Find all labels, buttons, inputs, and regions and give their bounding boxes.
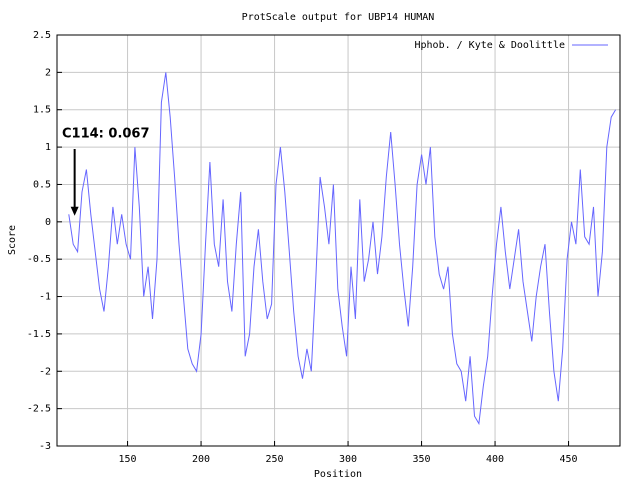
annotation-arrowhead: [70, 206, 79, 216]
y-tick-label: -3: [39, 441, 51, 452]
y-tick-label: -0.5: [27, 254, 51, 265]
y-tick-label: 0: [45, 217, 51, 228]
x-tick-label: 150: [119, 454, 137, 465]
y-tick-label: 0.5: [33, 179, 51, 190]
x-tick-label: 200: [192, 454, 210, 465]
x-tick-label: 300: [339, 454, 357, 465]
x-tick-label: 450: [560, 454, 578, 465]
y-tick-label: 2.5: [33, 30, 51, 41]
line-series: [68, 72, 617, 426]
y-tick-label: 1.5: [33, 105, 51, 116]
y-axis-label: Score: [7, 225, 18, 255]
y-tick-label: 1: [45, 142, 51, 153]
legend-label: Hphob. / Kyte & Doolittle: [414, 40, 565, 51]
x-tick-label: 350: [413, 454, 431, 465]
x-axis-label: Position: [314, 469, 362, 480]
x-tick-label: 400: [486, 454, 504, 465]
annotation: C114: 0.067: [62, 127, 150, 142]
y-tick-label: -2.5: [27, 404, 51, 415]
y-tick-label: 2: [45, 67, 51, 78]
y-tick-label: -1: [39, 292, 51, 303]
y-tick-label: -1.5: [27, 329, 51, 340]
x-tick-label: 250: [266, 454, 284, 465]
plot-frame: [56, 34, 621, 447]
chart-title: ProtScale output for UBP14 HUMAN: [242, 12, 435, 23]
y-tick-label: -2: [39, 366, 51, 377]
